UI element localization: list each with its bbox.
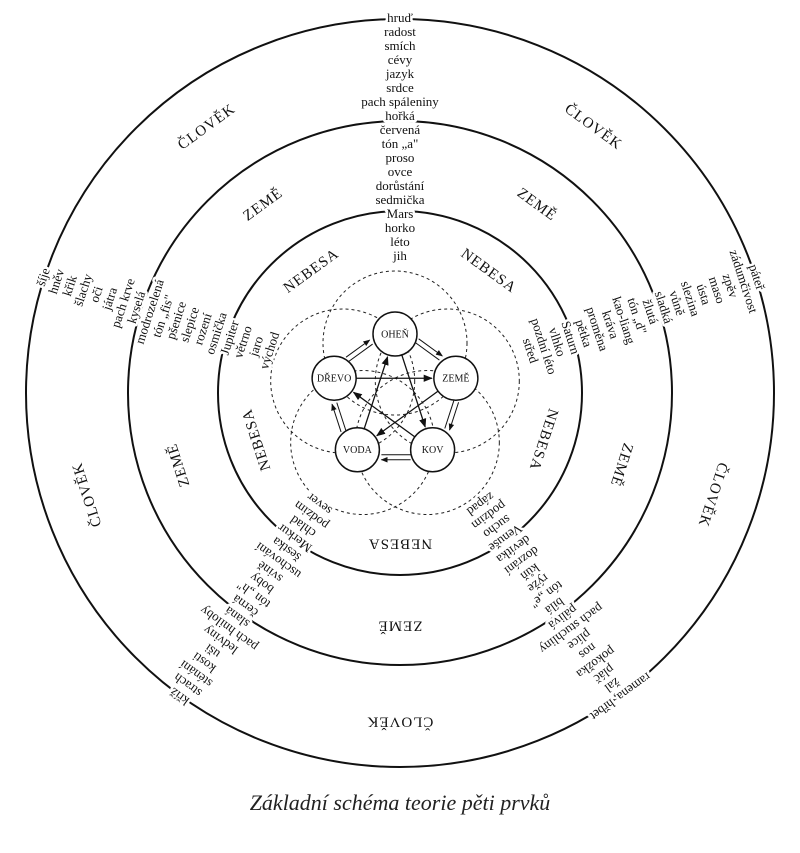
generation-arrow xyxy=(448,402,460,431)
middle-circle xyxy=(127,120,673,666)
element-node: VODA xyxy=(334,427,381,473)
spoke-word: hořká xyxy=(385,108,415,123)
spoke-word: červená xyxy=(380,122,421,137)
ring-label-clovek: ČLOVĚK xyxy=(175,100,239,153)
spoke-word: léto xyxy=(390,234,410,249)
generation-arrow xyxy=(418,338,443,357)
element-node-circle xyxy=(372,311,418,357)
ring-label-clovek: ČLOVĚK xyxy=(367,714,434,731)
control-arrow xyxy=(352,391,416,438)
ring-label-clovek: ČLOVĚK xyxy=(561,100,625,153)
spoke-word: radost xyxy=(384,24,416,39)
spoke-word: sedmička xyxy=(375,192,424,207)
spoke-word: Mars xyxy=(387,206,414,221)
element-node: OHEŇ xyxy=(372,311,418,357)
control-cycle-dashed-arc xyxy=(354,369,500,515)
element-node: KOV xyxy=(409,427,456,473)
spoke-word: smích xyxy=(384,38,416,53)
control-arrow xyxy=(363,355,389,430)
spoke-word: hruď xyxy=(387,10,413,25)
spoke-word: ovce xyxy=(388,164,413,179)
element-node-label: ZEMĚ xyxy=(442,373,469,385)
ring-label-zeme: ZEMĚ xyxy=(607,441,637,489)
ring-label-clovek: ČLOVĚK xyxy=(69,460,106,529)
generation-arrow-line xyxy=(348,343,373,362)
spoke-word: dorůstání xyxy=(376,178,425,193)
ring-label-zeme: ZEMĚ xyxy=(240,184,286,224)
control-cycle-dashed-arc xyxy=(322,270,468,416)
element-node-label: KOV xyxy=(422,445,444,456)
spoke-right: páteřzádumčivostzpěvmasoústaslezinavůněs… xyxy=(517,245,771,378)
ring-label-zeme: ZEMĚ xyxy=(514,184,560,224)
ring-label-nebesa: NEBESA xyxy=(526,406,561,472)
element-node-label: VODA xyxy=(343,445,373,456)
control-cycle-dashed-arc xyxy=(374,308,520,454)
control-cycle-dashed-arc xyxy=(270,308,416,454)
element-node-label: OHEŇ xyxy=(381,328,409,340)
element-node-circle xyxy=(334,427,381,473)
control-arrow xyxy=(401,354,427,428)
element-node-circle xyxy=(433,355,479,401)
spoke-word: pach spáleniny xyxy=(361,94,439,109)
spoke-word: srdce xyxy=(386,80,414,95)
ring-label-nebesa: NEBESA xyxy=(458,246,519,297)
generation-arrow-line xyxy=(336,402,347,431)
ring-label-nebesa: NEBESA xyxy=(368,536,432,552)
spoke-word: jazyk xyxy=(385,66,415,81)
element-node: DŘEVO xyxy=(311,355,357,401)
generation-arrow xyxy=(345,339,371,358)
generation-arrow-line xyxy=(444,400,455,429)
ring-label-nebesa: NEBESA xyxy=(239,406,274,472)
ring-label-nebesa: NEBESA xyxy=(281,246,342,297)
control-arrow xyxy=(376,390,439,437)
outer-circle xyxy=(25,18,775,768)
element-node-circle xyxy=(409,427,456,473)
ring-label-clovek: ČLOVĚK xyxy=(695,460,732,529)
spoke-word: tón „a" xyxy=(382,136,419,151)
caption: Základní schéma teorie pěti prvků xyxy=(249,790,551,815)
inner-circle xyxy=(217,210,583,576)
generation-arrow-line xyxy=(415,342,440,361)
ring-label-zeme: ZEMĚ xyxy=(163,441,193,489)
spoke-word: jih xyxy=(392,248,407,263)
spoke-word: horko xyxy=(385,220,415,235)
element-node-label: DŘEVO xyxy=(317,373,351,385)
spoke-word: cévy xyxy=(388,52,413,67)
spoke-word: proso xyxy=(386,150,415,165)
element-node-circle xyxy=(311,355,357,401)
element-node: ZEMĚ xyxy=(433,355,479,401)
generation-arrow xyxy=(331,403,342,433)
ring-label-zeme: ZEMĚ xyxy=(378,618,423,635)
spoke-bottom-right: ramena, hřbetžalpláčpokožkanosplícepach … xyxy=(461,487,656,727)
